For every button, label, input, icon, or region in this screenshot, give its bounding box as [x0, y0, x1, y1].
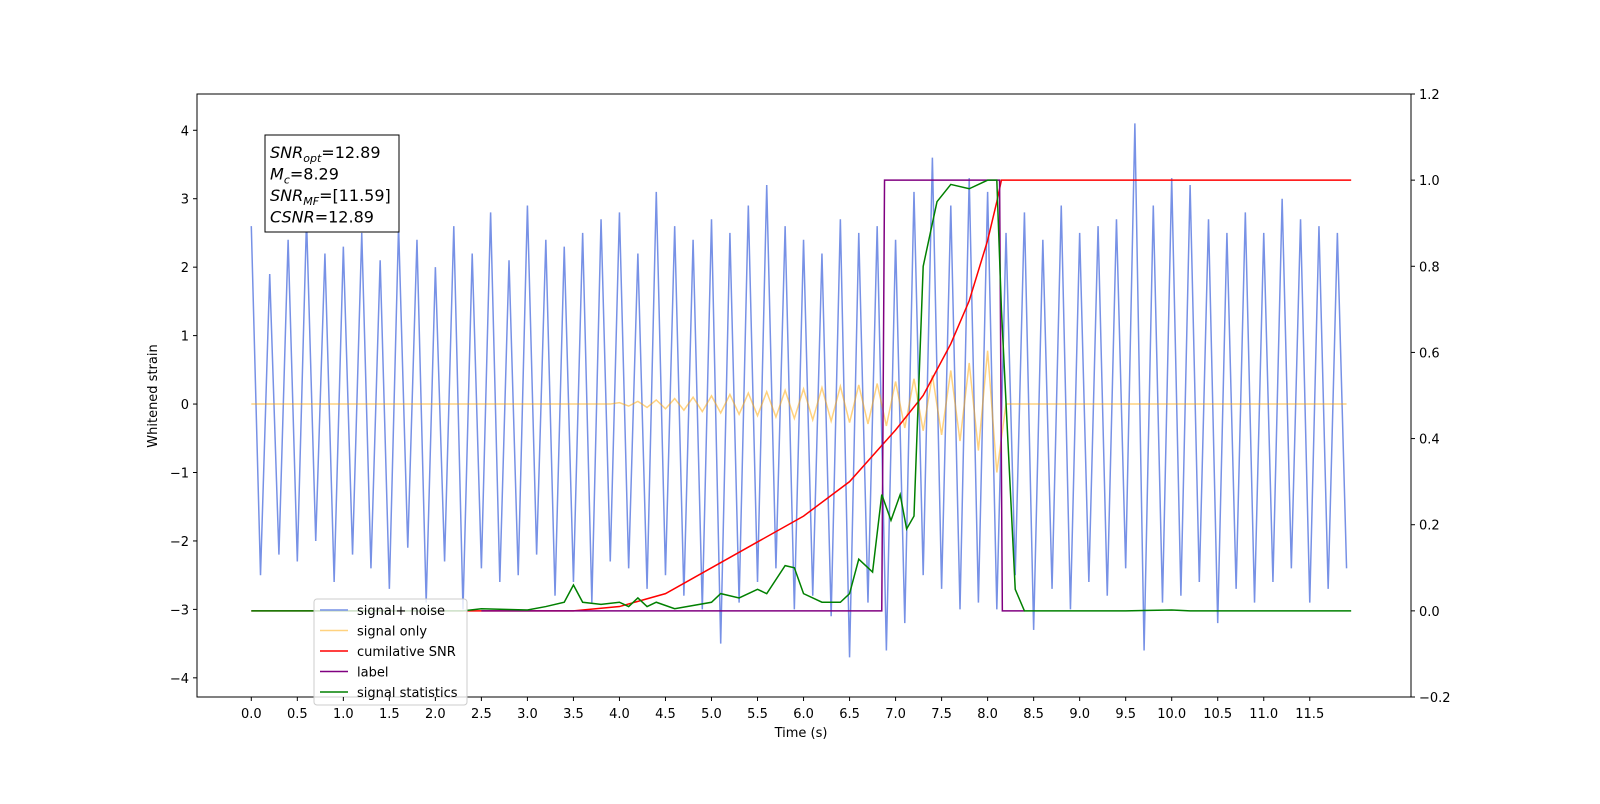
annotation-line: SNRopt=12.89 — [270, 143, 381, 165]
annotation-value: =12.89 — [315, 208, 374, 227]
x-tick-label: 3.0 — [517, 707, 538, 722]
x-tick-label: 10.5 — [1203, 707, 1232, 722]
x-tick-label: 1.5 — [379, 707, 400, 722]
legend-label: signal statistics — [357, 686, 458, 701]
y2-tick-label: 0.6 — [1419, 346, 1440, 361]
x-tick-label: 5.5 — [747, 707, 768, 722]
annotation-subscript: opt — [303, 152, 322, 165]
x-tick-label: 3.5 — [563, 707, 584, 722]
y2-tick-label: 0.2 — [1419, 519, 1440, 534]
x-tick-label: 6.5 — [839, 707, 860, 722]
y-tick-label: 4 — [181, 124, 189, 139]
annotation-line: SNRMF=[11.59] — [270, 186, 391, 208]
x-tick-label: 4.0 — [609, 707, 630, 722]
y2-tick-label: −0.2 — [1419, 691, 1451, 706]
y-tick-label: −2 — [170, 535, 189, 550]
annotation-symbol: CSNR — [270, 208, 315, 227]
annotation-subscript: c — [284, 174, 290, 187]
x-tick-label: 2.0 — [425, 707, 446, 722]
series-line — [251, 179, 1352, 612]
series-line — [481, 179, 1025, 612]
x-tick-label: 0.5 — [287, 707, 308, 722]
y2-tick-label: 1.0 — [1419, 174, 1440, 189]
x-tick-label: 11.5 — [1295, 707, 1324, 722]
x-tick-label: 1.0 — [333, 707, 354, 722]
x-tick-label: 0.0 — [241, 707, 262, 722]
annotation-symbol: M — [270, 165, 284, 184]
x-tick-label: 7.0 — [885, 707, 906, 722]
x-tick-label: 9.5 — [1115, 707, 1136, 722]
y-axis-label: Whitened strain — [146, 344, 161, 447]
y-tick-label: −1 — [170, 467, 189, 482]
series-line — [251, 350, 1347, 473]
x-tick-label: 11.0 — [1249, 707, 1278, 722]
y-tick-label: −3 — [170, 603, 189, 618]
annotation-line: CSNR=12.89 — [270, 208, 374, 227]
x-tick-label: 8.0 — [977, 707, 998, 722]
annotation-symbol: SNR — [270, 186, 303, 205]
series-line — [251, 179, 1352, 612]
y-tick-label: −4 — [170, 672, 189, 687]
legend-frame — [313, 598, 468, 706]
annotation-value: =12.89 — [321, 143, 380, 162]
x-tick-label: 4.5 — [655, 707, 676, 722]
y2-tick-label: 0.0 — [1419, 605, 1440, 620]
y-tick-label: 1 — [181, 330, 189, 345]
annotation-symbol: SNR — [270, 143, 303, 162]
y2-tick-label: 0.8 — [1419, 260, 1440, 275]
legend-label: signal only — [357, 625, 427, 640]
y-tick-label: 2 — [181, 261, 189, 276]
x-tick-label: 2.5 — [471, 707, 492, 722]
y2-tick-label: 1.2 — [1419, 88, 1440, 103]
x-tick-label: 7.5 — [931, 707, 952, 722]
x-tick-label: 5.0 — [701, 707, 722, 722]
annotation-line: Mc=8.29 — [270, 165, 339, 187]
x-axis-label: Time (s) — [774, 726, 828, 741]
y2-tick-label: 0.4 — [1419, 433, 1440, 448]
y-tick-label: 3 — [181, 193, 189, 208]
legend: signal+ noise signal only cumilative SNR la… — [313, 598, 468, 706]
series-line — [250, 123, 1348, 658]
annotation-frame — [264, 134, 400, 233]
legend-label: label — [357, 666, 388, 681]
legend-label: signal+ noise — [357, 604, 445, 619]
annotation-subscript: MF — [303, 195, 319, 208]
x-tick-label: 8.5 — [1023, 707, 1044, 722]
y-tick-label: 0 — [181, 398, 189, 413]
annotation-box: SNRopt=12.89Mc=8.29SNRMF=[11.59]CSNR=12.… — [264, 134, 400, 233]
legend-label: cumilative SNR — [357, 645, 456, 660]
plot-area — [250, 123, 1352, 658]
x-tick-label: 10.0 — [1157, 707, 1186, 722]
x-tick-label: 9.0 — [1069, 707, 1090, 722]
x-tick-label: 6.0 — [793, 707, 814, 722]
annotation-value: =[11.59] — [319, 186, 391, 205]
annotation-value: =8.29 — [290, 165, 339, 184]
